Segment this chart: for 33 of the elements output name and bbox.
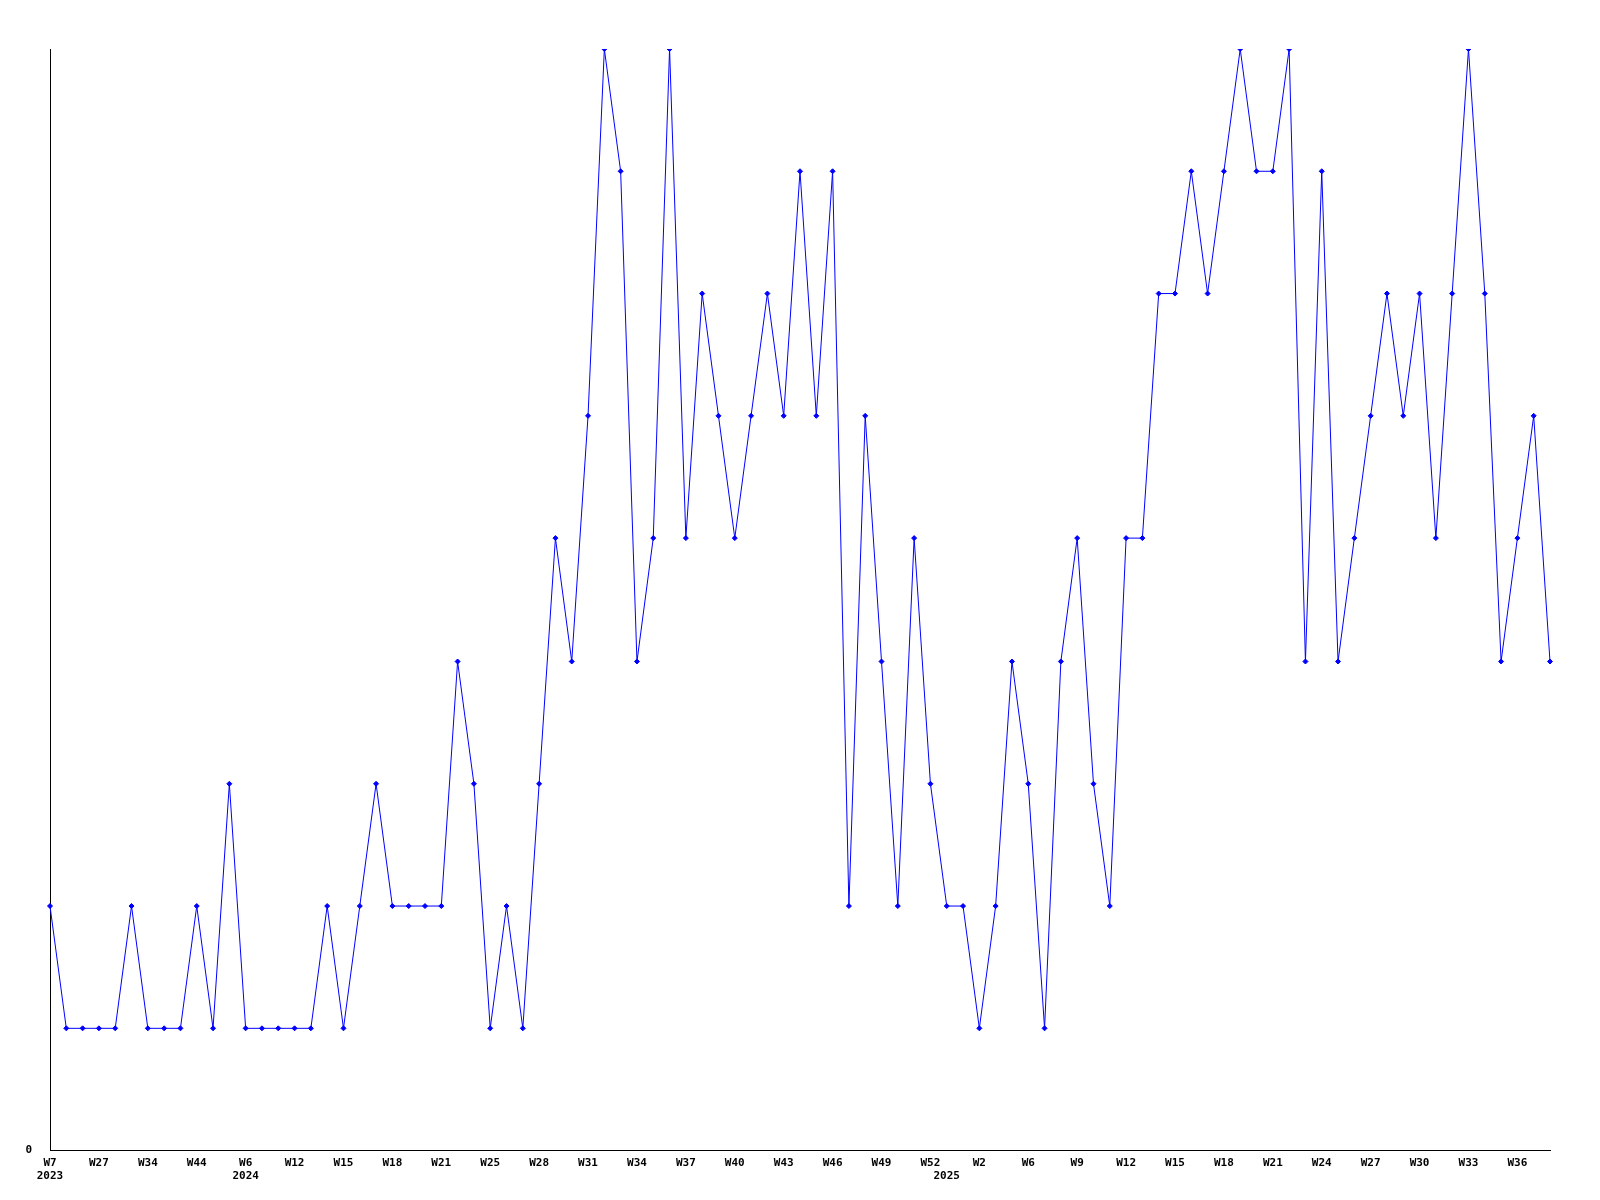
x-tick-label: W2: [972, 1156, 986, 1170]
x-tick-label: W18: [382, 1156, 403, 1170]
x-tick-label: W49: [871, 1156, 892, 1170]
x-tick-label: W6 2024: [232, 1156, 260, 1183]
x-tick-label: W33: [1458, 1156, 1479, 1170]
x-tick-label: W52: [920, 1156, 941, 1170]
x-tick-label: W27: [1360, 1156, 1381, 1170]
x-tick-label: 2025: [933, 1169, 960, 1183]
x-tick-label: W9: [1070, 1156, 1084, 1170]
x-tick-label: W25: [480, 1156, 501, 1170]
x-tick-label: W27: [88, 1156, 109, 1170]
x-tick-label: W43: [773, 1156, 794, 1170]
x-tick-label: W37: [675, 1156, 696, 1170]
x-tick-label: W12: [284, 1156, 305, 1170]
x-tick-label: W28: [529, 1156, 550, 1170]
x-tick-label: W21: [431, 1156, 452, 1170]
x-tick-label: W46: [822, 1156, 843, 1170]
x-tick-label: W21: [1262, 1156, 1284, 1170]
x-tick-label: W44: [186, 1156, 208, 1170]
x-tick-label: W34: [627, 1156, 648, 1170]
x-tick-label: W36: [1507, 1156, 1528, 1170]
x-tick-label: W15: [333, 1156, 354, 1170]
x-tick-label: W12: [1116, 1156, 1137, 1170]
x-tick-label: W18: [1213, 1156, 1234, 1170]
x-tick-label: W24: [1311, 1156, 1333, 1170]
x-tick-label: W15: [1165, 1156, 1185, 1170]
x-tick-label: W7 2023: [36, 1156, 64, 1183]
x-tick-label: W30: [1409, 1156, 1430, 1170]
x-tick-label: W40: [724, 1156, 745, 1170]
x-tick-label: W31: [578, 1156, 599, 1170]
text: 0: [25, 1143, 32, 1157]
x-tick-label: W34: [137, 1156, 159, 1170]
x-tick-label: W6: [1021, 1156, 1036, 1170]
